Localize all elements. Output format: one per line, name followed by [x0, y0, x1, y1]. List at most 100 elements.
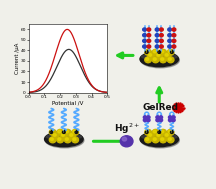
Circle shape	[155, 34, 159, 37]
Circle shape	[172, 116, 175, 119]
Circle shape	[146, 130, 149, 133]
Circle shape	[58, 130, 61, 133]
Circle shape	[160, 57, 167, 63]
Circle shape	[172, 119, 175, 122]
Ellipse shape	[141, 53, 179, 68]
Circle shape	[147, 119, 150, 122]
Circle shape	[168, 138, 171, 140]
Circle shape	[120, 136, 133, 147]
Circle shape	[70, 134, 73, 136]
Circle shape	[148, 53, 154, 59]
Circle shape	[145, 137, 151, 143]
Circle shape	[167, 57, 174, 63]
Circle shape	[167, 129, 174, 135]
Ellipse shape	[141, 133, 179, 148]
Circle shape	[50, 130, 53, 133]
Circle shape	[64, 137, 71, 143]
Circle shape	[168, 45, 172, 48]
Circle shape	[147, 39, 151, 43]
Circle shape	[152, 137, 159, 143]
Circle shape	[157, 54, 160, 56]
Circle shape	[72, 137, 79, 143]
Circle shape	[160, 129, 167, 135]
Circle shape	[52, 133, 59, 139]
Circle shape	[168, 58, 171, 60]
Circle shape	[60, 133, 67, 139]
Circle shape	[159, 119, 163, 122]
Circle shape	[146, 58, 149, 60]
Circle shape	[160, 39, 163, 43]
Circle shape	[161, 130, 164, 133]
Circle shape	[152, 57, 159, 63]
Circle shape	[172, 39, 176, 43]
Circle shape	[147, 28, 151, 31]
Circle shape	[62, 134, 65, 136]
Circle shape	[50, 138, 53, 140]
Circle shape	[156, 116, 159, 119]
Circle shape	[155, 39, 159, 43]
Circle shape	[145, 57, 151, 63]
Circle shape	[145, 49, 151, 55]
Text: GelRed: GelRed	[143, 103, 178, 112]
Circle shape	[143, 34, 146, 37]
Circle shape	[172, 28, 176, 31]
Circle shape	[143, 119, 147, 122]
Circle shape	[64, 129, 71, 135]
Circle shape	[160, 45, 163, 48]
Circle shape	[165, 54, 168, 56]
Circle shape	[168, 119, 172, 122]
Circle shape	[149, 134, 152, 136]
Circle shape	[168, 28, 172, 31]
Circle shape	[160, 34, 163, 37]
Ellipse shape	[141, 54, 177, 60]
Circle shape	[153, 138, 156, 140]
Circle shape	[164, 53, 171, 59]
Circle shape	[149, 54, 152, 56]
Circle shape	[168, 34, 172, 37]
Circle shape	[168, 39, 172, 43]
Circle shape	[153, 130, 156, 133]
Circle shape	[165, 134, 168, 136]
Circle shape	[148, 133, 154, 139]
Circle shape	[73, 138, 76, 140]
Circle shape	[57, 129, 64, 135]
Circle shape	[57, 137, 64, 143]
Circle shape	[152, 129, 159, 135]
Circle shape	[146, 50, 149, 53]
Circle shape	[168, 50, 171, 53]
Circle shape	[65, 130, 68, 133]
Circle shape	[157, 134, 160, 136]
Circle shape	[161, 58, 164, 60]
Circle shape	[122, 137, 127, 141]
Circle shape	[152, 49, 159, 55]
Ellipse shape	[141, 134, 177, 139]
Circle shape	[146, 138, 149, 140]
Ellipse shape	[140, 132, 178, 147]
Circle shape	[167, 49, 174, 55]
Circle shape	[53, 134, 56, 136]
Circle shape	[156, 119, 159, 122]
Circle shape	[143, 28, 146, 31]
Circle shape	[49, 129, 56, 135]
Circle shape	[147, 34, 151, 37]
Circle shape	[156, 133, 163, 139]
Ellipse shape	[140, 51, 178, 67]
Circle shape	[161, 138, 164, 140]
Circle shape	[153, 50, 156, 53]
Circle shape	[73, 130, 76, 133]
Circle shape	[167, 137, 174, 143]
Circle shape	[160, 137, 167, 143]
Circle shape	[143, 116, 147, 119]
Circle shape	[159, 116, 163, 119]
Circle shape	[58, 138, 61, 140]
Circle shape	[156, 53, 163, 59]
Text: Hg$^{2+}$: Hg$^{2+}$	[114, 122, 140, 136]
Circle shape	[164, 133, 171, 139]
Circle shape	[155, 45, 159, 48]
Circle shape	[160, 49, 167, 55]
Ellipse shape	[44, 132, 83, 147]
Circle shape	[69, 133, 75, 139]
Circle shape	[72, 129, 79, 135]
Circle shape	[161, 50, 164, 53]
Circle shape	[168, 116, 172, 119]
